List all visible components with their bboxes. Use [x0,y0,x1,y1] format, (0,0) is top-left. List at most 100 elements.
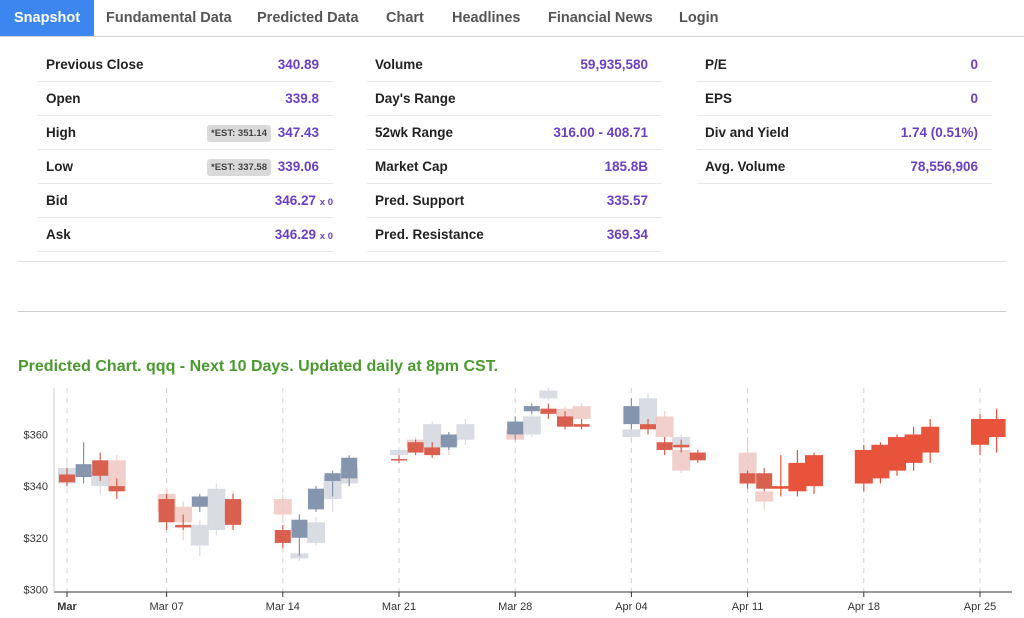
stat-high: High *EST: 351.14 347.43 [38,116,333,150]
chart-axes: $300 $320 $340 $360 Mar Mar 07 Mar 14 Mar 21 Mar… [24,388,1012,613]
candle [640,418,656,435]
candle-body [805,455,823,487]
stat-label: Bid [46,193,68,208]
candle-body [623,406,640,425]
estimate-badge: *EST: 351.14 [207,125,271,142]
stat-bid: Bid 346.27 x 0 [38,184,333,218]
bid-size: x 0 [319,197,333,208]
candle-body [307,522,325,543]
candle [291,514,308,556]
candle [771,455,790,497]
candle [308,486,324,512]
ask-size: x 0 [319,231,333,242]
candle-body [738,452,757,474]
x-tick-label: Mar [57,601,77,613]
candle-body [539,390,558,399]
candle [92,452,109,481]
stat-days-range: Day's Range [367,82,662,116]
candle [573,418,590,430]
chart-title: Predicted Chart. qqq - Next 10 Days. Upd… [18,358,499,375]
candle-body [191,496,208,507]
candle [424,442,441,458]
stat-value: 339.8 [285,91,319,106]
candle [739,470,756,489]
candle-body [423,424,442,448]
stat-label: Pred. Resistance [375,227,484,242]
stat-pe: P/E 0 [697,48,992,82]
tab-login[interactable]: Login [679,10,719,26]
stat-value: 347.43 [277,125,319,140]
y-tick-label: $340 [24,481,48,493]
candle [805,452,823,494]
stat-label: Open [46,91,81,106]
stat-pred-resistance: Pred. Resistance 369.34 [367,218,662,252]
candle [391,455,407,463]
candle-body [424,447,441,456]
y-tick-label: $300 [24,584,48,596]
tab-financial-news[interactable]: Financial News [548,10,653,26]
candle-body [92,460,109,476]
candle-body [456,424,475,440]
tab-headlines[interactable]: Headlines [452,10,521,26]
stat-value: 78,556,906 [910,159,978,174]
candle [540,403,557,419]
tab-chart[interactable]: Chart [386,10,424,26]
candle-body [107,460,126,492]
candle [904,426,923,471]
stat-label: P/E [705,57,727,72]
stat-value: 316.00 - 408.71 [553,125,648,140]
candle [656,437,673,456]
candle-body [291,519,308,538]
candle-body [557,416,573,427]
candle-body [640,424,656,430]
candle [456,418,475,445]
stats-divider [18,261,1006,262]
candle [871,442,890,484]
candle [523,403,540,414]
candle-body [407,442,424,453]
candle-body [672,449,691,471]
candle-body [655,416,674,438]
candle [921,418,940,463]
tab-fundamental-data[interactable]: Fundamental Data [106,10,232,26]
candle-body [904,434,923,463]
stat-market-cap: Market Cap 185.8B [367,150,662,184]
tab-predicted-data[interactable]: Predicted Data [257,10,359,26]
stat-div-yield: Div and Yield 1.74 (0.51%) [697,116,992,150]
candle-body [75,464,92,478]
candle-body [622,429,641,438]
candle [175,514,192,531]
stat-value: 340.89 [277,57,319,72]
candle-body [572,406,591,419]
candle-body [573,424,590,427]
section-divider [18,311,1006,312]
candle [108,478,125,500]
candle-body [108,486,125,492]
x-tick-label: Mar 28 [498,601,532,613]
stat-value: 369.34 [606,227,648,242]
stat-label: Ask [46,227,71,242]
candle [557,411,573,430]
stat-label: Low [46,159,73,174]
estimate-badge: *EST: 337.58 [207,159,271,176]
candle [75,442,92,484]
candle [738,437,757,476]
candle [572,403,591,422]
candle-body [507,421,524,435]
candle-body [522,416,541,435]
stat-label: Div and Yield [705,125,790,140]
candle [673,439,690,453]
stat-low: Low *EST: 337.58 339.06 [38,150,333,184]
candle-body [871,444,890,479]
candle [655,411,674,440]
candle-body [673,444,690,448]
stat-eps: EPS 0 [697,82,992,116]
candle-body [921,426,940,453]
candle-body [390,449,408,456]
candle [756,468,773,492]
stat-label: Day's Range [375,91,456,106]
tab-snapshot[interactable]: Snapshot [0,0,95,36]
stat-value: 1.74 (0.51%) [900,125,978,140]
candle [440,431,457,450]
candle-body [755,491,774,502]
